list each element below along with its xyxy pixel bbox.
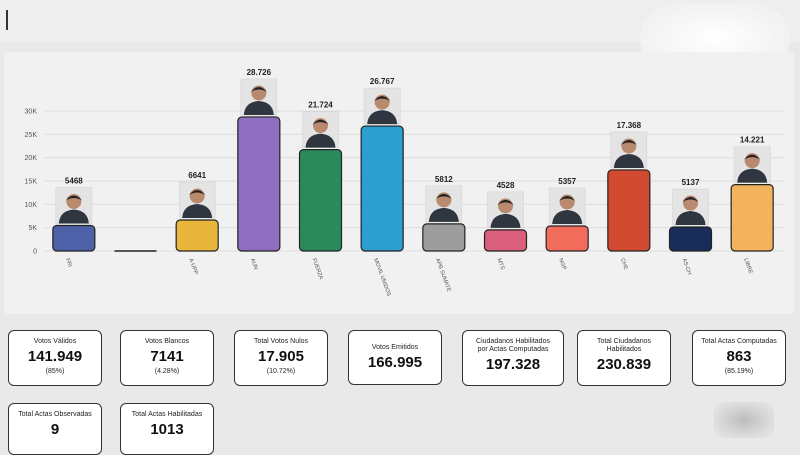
value-label: 21.724 — [308, 101, 333, 110]
value-label: 5812 — [435, 175, 453, 184]
stat-box-ciudadanos-por-actas: Ciudadanos Habilitados por Actas Computa… — [462, 330, 564, 386]
stat-percentage: (4.28%) — [154, 368, 180, 375]
value-label: 26.767 — [370, 77, 395, 86]
stat-value: 1013 — [150, 421, 184, 438]
x-tick-label: FUERZA — [311, 258, 324, 281]
value-label: 14.221 — [740, 136, 765, 145]
bar — [607, 169, 651, 252]
bar — [545, 225, 589, 252]
candidate-photo — [425, 185, 463, 223]
bar — [483, 229, 528, 252]
y-tick-label: 5K — [28, 225, 37, 232]
value-label: 5357 — [558, 177, 576, 186]
bar — [175, 219, 219, 252]
stat-value: 17.905 — [258, 348, 304, 365]
candidate-photo — [55, 187, 93, 224]
stat-value: 9 — [50, 421, 60, 438]
bar — [730, 184, 774, 252]
candidate-photo — [178, 181, 216, 219]
bar — [360, 125, 404, 252]
y-tick-label: 15K — [25, 179, 38, 186]
stat-box-votos-validos: Votos Válidos 141.949 (85%) — [8, 330, 102, 386]
y-tick-label: 30K — [25, 109, 38, 116]
x-tick-label: NGP — [557, 258, 567, 272]
stat-label: Total Ciudadanos Habilitados — [596, 338, 652, 353]
stat-box-votos-blancos: Votos Blancos 7141 (4.28%) — [120, 330, 214, 386]
stat-label: Votos Emitidos — [371, 344, 419, 351]
x-tick-label: MTS — [496, 258, 506, 271]
candidate-photo — [487, 191, 524, 229]
y-tick-label: 25K — [25, 132, 38, 139]
stat-box-total-ciudadanos: Total Ciudadanos Habilitados 230.839 — [577, 330, 671, 386]
text-caret — [6, 10, 8, 30]
stat-box-actas-computadas: Total Actas Computadas 863 (85.19%) — [692, 330, 786, 386]
bar — [52, 224, 96, 252]
candidate-photo — [302, 111, 339, 148]
stat-value: 230.839 — [596, 356, 652, 373]
stat-label: Votos Válidos — [33, 338, 77, 345]
x-tick-label: FRI — [64, 258, 73, 269]
value-label: 5137 — [682, 178, 700, 187]
y-tick-label: 10K — [25, 202, 38, 209]
value-label: 6641 — [188, 171, 206, 180]
x-tick-label: MOVIL UNIDOS — [372, 258, 391, 298]
bar — [668, 226, 713, 252]
value-label: 5468 — [65, 176, 83, 185]
stat-box-actas-habilitadas: Total Actas Habilitadas 1013 — [120, 403, 214, 455]
candidate-photo — [672, 188, 709, 226]
stat-label: Ciudadanos Habilitados por Actas Computa… — [476, 338, 550, 353]
candidate-photo — [240, 78, 278, 116]
x-tick-label: LIBRE — [742, 258, 753, 275]
stat-label: Total Votos Nulos — [253, 338, 309, 345]
x-tick-label: AS-CH — [681, 258, 693, 276]
stat-percentage: (10.72%) — [266, 368, 296, 375]
bar — [237, 116, 281, 252]
stat-value: 7141 — [150, 348, 184, 365]
stat-label: Total Actas Computadas — [701, 338, 777, 345]
stat-value: 141.949 — [27, 348, 83, 365]
bar — [298, 149, 343, 252]
stat-box-votos-emitidos: Votos Emitidos 166.995 — [348, 330, 442, 385]
stat-percentage: (85.19%) — [724, 368, 754, 375]
candidate-photo — [548, 187, 586, 225]
stat-label: Votos Blancos — [144, 338, 190, 345]
stat-value: 166.995 — [367, 354, 423, 371]
value-label: 4528 — [497, 181, 515, 190]
stat-value: 197.328 — [485, 356, 541, 373]
blurred-badge — [714, 402, 774, 438]
candidate-photo — [733, 146, 771, 183]
value-label: 28.726 — [247, 68, 272, 77]
x-tick-label: AUN — [249, 258, 259, 271]
x-tick-label: APB SUMATE — [434, 258, 452, 293]
top-bar — [0, 0, 800, 74]
candidate-photo — [363, 87, 401, 125]
stat-value: 863 — [726, 348, 752, 365]
y-tick-label: 0 — [33, 249, 37, 256]
value-label: 17.368 — [617, 121, 642, 130]
stat-percentage: (85%) — [45, 368, 65, 375]
stat-label: Total Actas Habilitadas — [131, 411, 203, 418]
x-tick-label: CHE — [619, 258, 629, 271]
stat-box-votos-nulos: Total Votos Nulos 17.905 (10.72%) — [234, 330, 328, 386]
chart-panel: 0 5K 10K 15K 20K 25K 30K 5468 FRI 6641 A-UPP 28.726… — [4, 52, 794, 314]
candidate-photo — [610, 131, 648, 169]
y-tick-label: 20K — [25, 155, 38, 162]
stat-label: Total Actas Observadas — [18, 411, 92, 418]
vote-bar-chart: 0 5K 10K 15K 20K 25K 30K 5468 FRI 6641 A-UPP 28.726… — [25, 68, 784, 298]
bar — [422, 223, 466, 252]
stat-box-actas-observadas: Total Actas Observadas 9 — [8, 403, 102, 455]
x-tick-label: A-UPP — [187, 258, 199, 276]
